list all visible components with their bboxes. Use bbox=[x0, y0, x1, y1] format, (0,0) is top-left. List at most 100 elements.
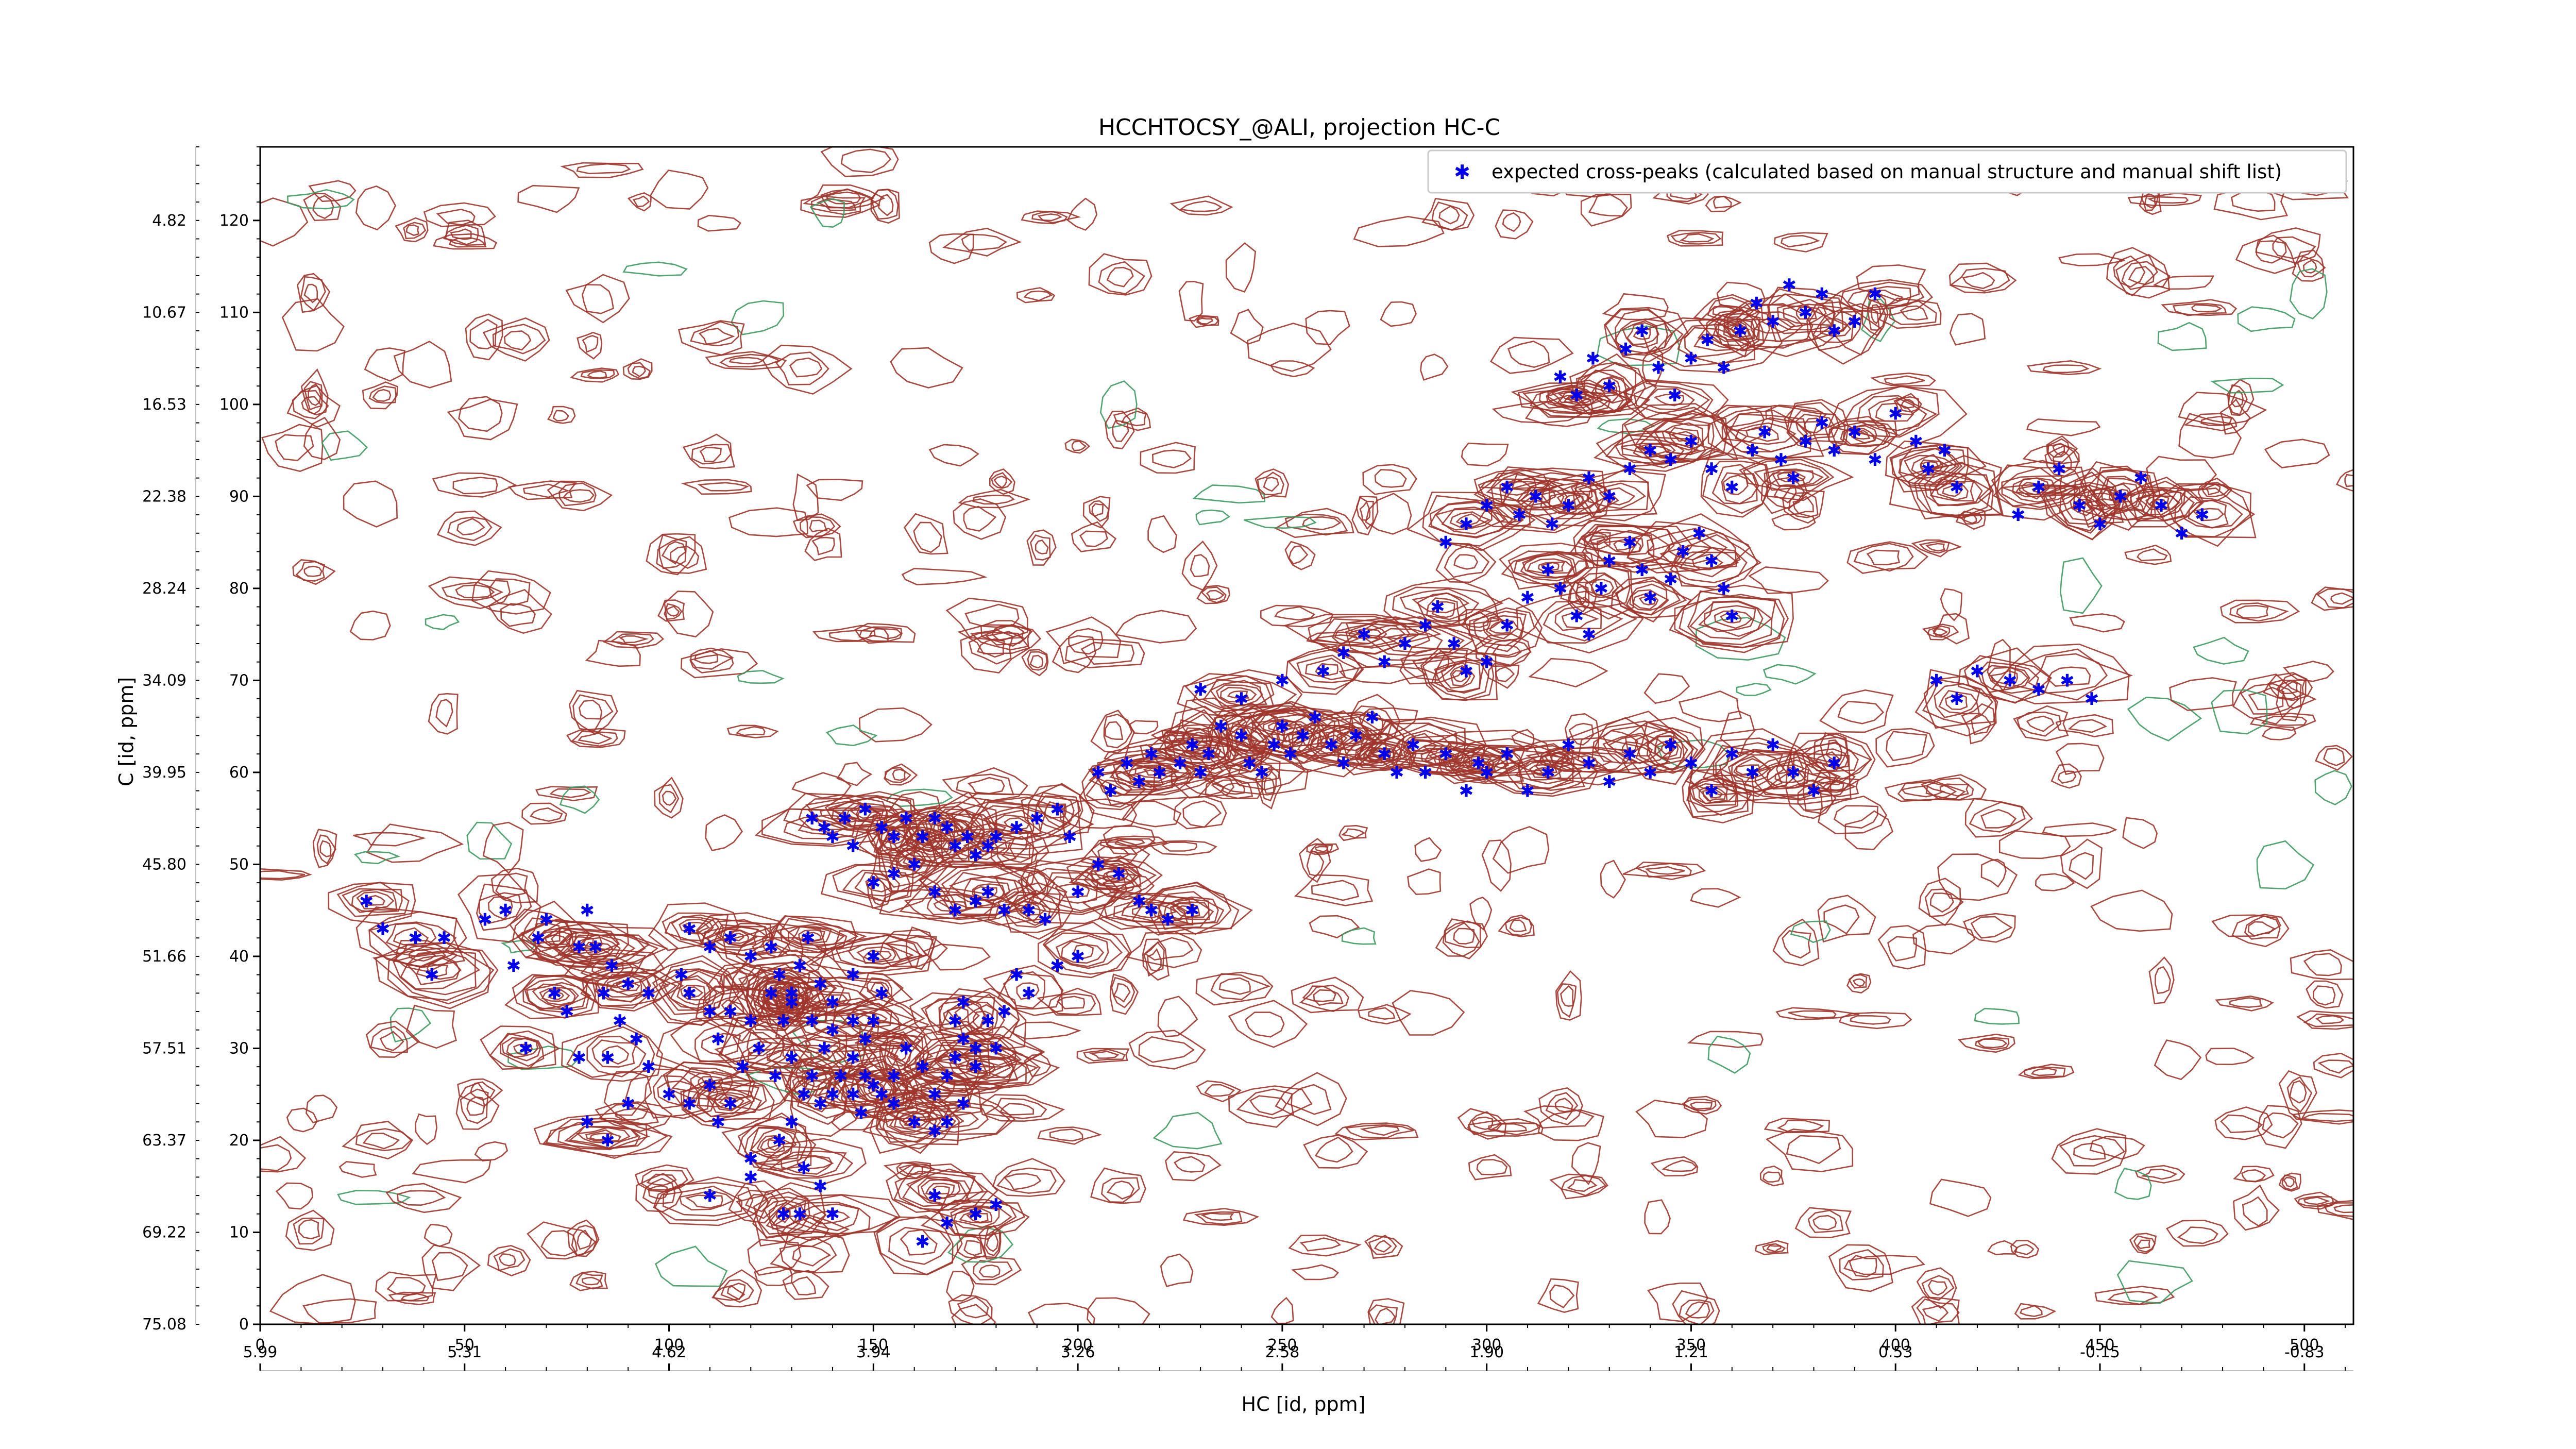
contour-line bbox=[993, 476, 1007, 489]
contour-line bbox=[1916, 1298, 1960, 1324]
cross-peak-point: ✱ bbox=[784, 1112, 799, 1133]
cross-peak-point: ✱ bbox=[874, 1085, 889, 1105]
contour-line bbox=[1819, 279, 1934, 316]
contour-line bbox=[883, 1096, 942, 1143]
contour-line bbox=[1714, 610, 1753, 629]
cross-peak-point: ✱ bbox=[723, 1002, 738, 1022]
contour-line bbox=[1970, 916, 2013, 939]
contour-line bbox=[1549, 1173, 1609, 1200]
cross-peak-point: ✱ bbox=[539, 910, 554, 931]
contour-line bbox=[1299, 1237, 1342, 1252]
contour-line bbox=[840, 148, 892, 173]
contour-line bbox=[728, 949, 845, 1021]
cross-peak-point: ✱ bbox=[1111, 864, 1126, 884]
contour-line bbox=[2256, 840, 2315, 890]
contour-line bbox=[627, 362, 651, 379]
contour-line bbox=[746, 968, 810, 1031]
cross-peak-point: ✱ bbox=[682, 983, 697, 1004]
contour-line bbox=[1717, 317, 1754, 341]
contour-line bbox=[1911, 1296, 1960, 1324]
y-ppm-tick-label: 10.67 bbox=[142, 304, 187, 322]
contour-line bbox=[1502, 212, 1521, 232]
contour-line bbox=[455, 584, 495, 599]
contour-line bbox=[814, 1074, 921, 1107]
cross-peak-point: ✱ bbox=[858, 1030, 873, 1050]
contour-line bbox=[536, 930, 571, 946]
contour-line bbox=[1179, 200, 1223, 212]
contour-line bbox=[466, 821, 513, 860]
contour-line bbox=[423, 202, 496, 227]
contour-line bbox=[1434, 660, 1486, 693]
contour-line bbox=[679, 918, 714, 935]
cross-peak-point: ✱ bbox=[845, 836, 860, 857]
contour-line bbox=[893, 1101, 1011, 1135]
contour-line bbox=[1567, 577, 1597, 615]
contour-line bbox=[618, 635, 649, 644]
contour-line bbox=[1151, 449, 1192, 468]
contour-line bbox=[623, 1063, 719, 1119]
contour-line bbox=[1244, 516, 1317, 529]
contour-line bbox=[875, 1092, 956, 1150]
contour-line bbox=[1583, 369, 1628, 404]
contour-line bbox=[2249, 713, 2316, 731]
contour-line bbox=[866, 1032, 926, 1082]
contour-line bbox=[1450, 665, 1471, 687]
contour-line bbox=[1753, 462, 1830, 491]
contour-line bbox=[1829, 420, 1897, 456]
contour-line bbox=[825, 724, 878, 747]
cross-peak-point: ✱ bbox=[1815, 284, 1829, 305]
y-ppm-tick-label: 75.08 bbox=[142, 1316, 187, 1334]
contour-line bbox=[1891, 447, 1966, 491]
contour-line bbox=[423, 1224, 453, 1248]
contour-line bbox=[539, 987, 580, 1006]
contour-line bbox=[1788, 410, 1840, 444]
contour-line bbox=[957, 1296, 989, 1319]
contour-line bbox=[1498, 914, 1535, 937]
contour-line bbox=[960, 632, 1030, 673]
contour-line bbox=[795, 1060, 833, 1091]
contour-line bbox=[1336, 729, 1365, 745]
contour-line bbox=[441, 581, 504, 601]
contour-line bbox=[972, 883, 1005, 901]
contour-line bbox=[1334, 624, 1387, 645]
cross-peak-point: ✱ bbox=[1348, 726, 1363, 747]
contour-line bbox=[1464, 760, 1495, 770]
contour-line bbox=[1304, 658, 1346, 681]
contour-line bbox=[878, 834, 946, 888]
contour-line bbox=[1444, 920, 1481, 949]
contour-line bbox=[863, 950, 892, 961]
contour-line bbox=[393, 341, 452, 389]
contour-line bbox=[1781, 234, 1820, 248]
contour-line bbox=[1489, 620, 1512, 634]
cross-peak-point: ✱ bbox=[834, 1066, 849, 1087]
cross-peak-point: ✱ bbox=[813, 1176, 828, 1197]
contour-line bbox=[1089, 500, 1110, 522]
cross-peak-point: ✱ bbox=[1479, 763, 1494, 783]
cross-peak-point: ✱ bbox=[1692, 524, 1707, 544]
contour-line bbox=[1945, 694, 1968, 711]
contour-line bbox=[896, 850, 925, 869]
contour-line bbox=[482, 821, 524, 874]
contour-line bbox=[2179, 496, 2243, 529]
cross-peak-point: ✱ bbox=[1050, 956, 1065, 976]
contour-line bbox=[301, 396, 323, 415]
contour-line bbox=[2136, 488, 2181, 515]
contour-line bbox=[2030, 1068, 2057, 1076]
cross-peak-point: ✱ bbox=[796, 1158, 811, 1179]
contour-line bbox=[2214, 1106, 2273, 1140]
contour-line bbox=[569, 1271, 608, 1291]
y-index-tick-label: 10 bbox=[229, 1223, 249, 1241]
cross-peak-point: ✱ bbox=[641, 983, 656, 1004]
cross-peak-point: ✱ bbox=[1733, 321, 1748, 342]
contour-line bbox=[500, 939, 535, 954]
cross-peak-point: ✱ bbox=[845, 1048, 860, 1068]
contour-line bbox=[337, 1190, 411, 1205]
contour-line bbox=[1099, 380, 1138, 429]
contour-line bbox=[336, 881, 410, 917]
contour-line bbox=[1788, 1010, 1837, 1019]
contour-line bbox=[926, 894, 985, 916]
contour-line bbox=[1721, 410, 1812, 461]
contour-line bbox=[2042, 822, 2117, 837]
cross-peak-point: ✱ bbox=[1459, 662, 1474, 682]
contour-line bbox=[1218, 977, 1251, 995]
